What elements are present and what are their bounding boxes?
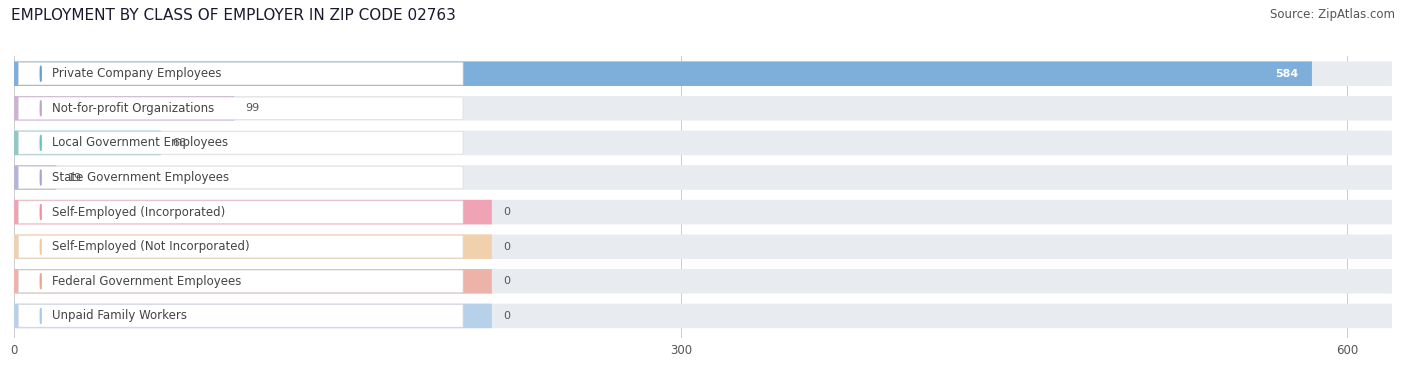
FancyBboxPatch shape <box>14 96 233 121</box>
Text: Private Company Employees: Private Company Employees <box>52 67 222 80</box>
Text: 0: 0 <box>503 207 510 217</box>
FancyBboxPatch shape <box>14 61 1392 86</box>
Text: 0: 0 <box>503 242 510 252</box>
FancyBboxPatch shape <box>14 96 1392 121</box>
FancyBboxPatch shape <box>14 269 492 294</box>
FancyBboxPatch shape <box>14 234 492 259</box>
FancyBboxPatch shape <box>14 269 1392 294</box>
Text: 0: 0 <box>503 311 510 321</box>
Text: Local Government Employees: Local Government Employees <box>52 136 228 149</box>
FancyBboxPatch shape <box>18 201 463 223</box>
FancyBboxPatch shape <box>18 270 463 293</box>
Text: 584: 584 <box>1275 69 1299 79</box>
FancyBboxPatch shape <box>18 235 463 258</box>
Text: Self-Employed (Incorporated): Self-Employed (Incorporated) <box>52 206 225 218</box>
FancyBboxPatch shape <box>14 165 56 190</box>
Text: 19: 19 <box>67 173 82 182</box>
FancyBboxPatch shape <box>14 130 160 155</box>
FancyBboxPatch shape <box>18 166 463 189</box>
FancyBboxPatch shape <box>18 132 463 154</box>
FancyBboxPatch shape <box>18 62 463 85</box>
FancyBboxPatch shape <box>14 200 1392 224</box>
FancyBboxPatch shape <box>14 304 1392 328</box>
FancyBboxPatch shape <box>14 61 1312 86</box>
Text: State Government Employees: State Government Employees <box>52 171 229 184</box>
Text: Self-Employed (Not Incorporated): Self-Employed (Not Incorporated) <box>52 240 250 253</box>
FancyBboxPatch shape <box>18 97 463 120</box>
Text: 66: 66 <box>172 138 186 148</box>
FancyBboxPatch shape <box>18 305 463 327</box>
FancyBboxPatch shape <box>14 130 1392 155</box>
Text: Not-for-profit Organizations: Not-for-profit Organizations <box>52 102 215 115</box>
Text: 99: 99 <box>245 103 260 113</box>
Text: 0: 0 <box>503 276 510 286</box>
FancyBboxPatch shape <box>14 200 492 224</box>
FancyBboxPatch shape <box>14 234 1392 259</box>
Text: Unpaid Family Workers: Unpaid Family Workers <box>52 309 187 322</box>
FancyBboxPatch shape <box>14 165 1392 190</box>
FancyBboxPatch shape <box>14 304 492 328</box>
Text: Federal Government Employees: Federal Government Employees <box>52 275 242 288</box>
Text: Source: ZipAtlas.com: Source: ZipAtlas.com <box>1270 8 1395 21</box>
Text: EMPLOYMENT BY CLASS OF EMPLOYER IN ZIP CODE 02763: EMPLOYMENT BY CLASS OF EMPLOYER IN ZIP C… <box>11 8 456 23</box>
